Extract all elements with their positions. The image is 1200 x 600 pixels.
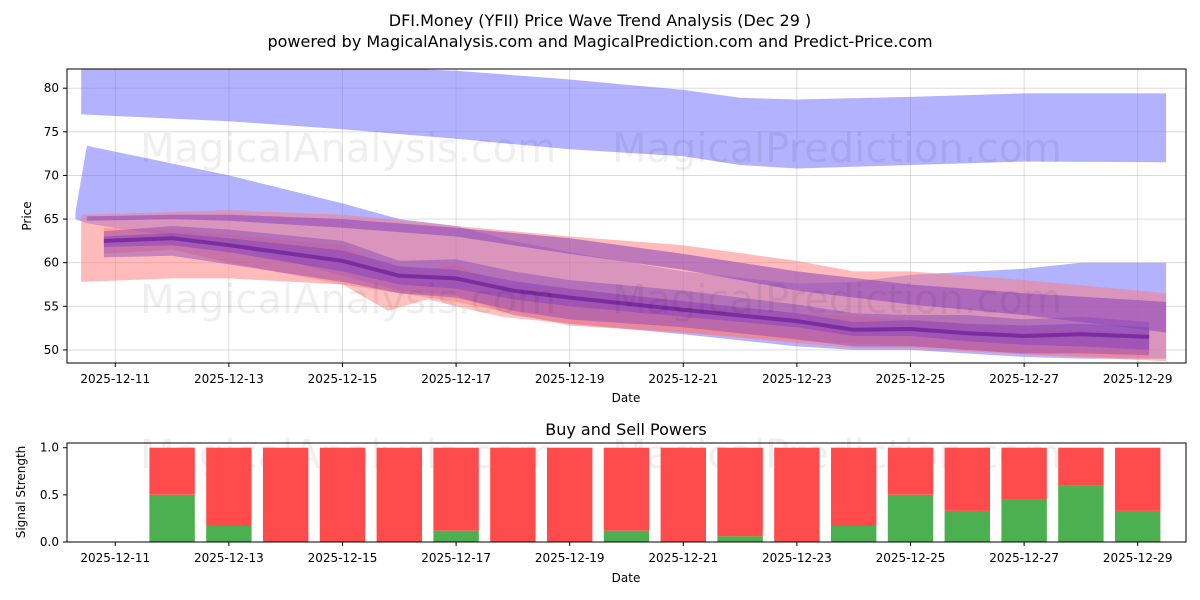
chart-title: DFI.Money (YFII) Price Wave Trend Analys… bbox=[389, 11, 811, 30]
buy-sell-xtick-label-2: 2025-12-15 bbox=[308, 551, 378, 565]
buy-bar-0 bbox=[149, 494, 195, 542]
price-median-line bbox=[103, 236, 1150, 339]
sell-bar-7 bbox=[547, 447, 593, 542]
buy-sell-xtick-label-6: 2025-12-23 bbox=[762, 551, 832, 565]
watermark-prediction-top: MagicalPrediction.com bbox=[612, 126, 1062, 172]
buy-bar-8 bbox=[603, 530, 650, 542]
buy-bar-12 bbox=[831, 526, 877, 542]
sell-bar-1 bbox=[206, 447, 252, 526]
price-plot-frame bbox=[66, 68, 1187, 364]
sell-bar-2 bbox=[263, 447, 309, 542]
price-band-blue-0 bbox=[81, 69, 1167, 169]
watermark-analysis-top: MagicalAnalysis.com bbox=[140, 126, 556, 172]
price-y-label: Price bbox=[20, 201, 34, 230]
sell-bar-6 bbox=[490, 447, 536, 542]
sell-bar-13 bbox=[887, 447, 934, 495]
buy-sell-xtick-label-7: 2025-12-25 bbox=[876, 551, 946, 565]
price-ytick-label-2: 60 bbox=[44, 256, 59, 270]
sell-bar-14 bbox=[944, 447, 990, 511]
price-wave-plot: MagicalAnalysis.com MagicalPrediction.co… bbox=[20, 68, 1187, 405]
buy-sell-ytick-label-1: 0.5 bbox=[40, 488, 59, 502]
price-xtick-label-7: 2025-12-25 bbox=[876, 372, 946, 386]
buy-bar-16 bbox=[1058, 485, 1104, 542]
watermark-prediction-mid: MagicalPrediction.com bbox=[612, 277, 1062, 323]
buy-sell-ytick-label-0: 0.0 bbox=[40, 535, 59, 549]
buy-sell-xtick-label-1: 2025-12-13 bbox=[194, 551, 264, 565]
sell-bar-15 bbox=[1001, 447, 1047, 500]
buy-sell-xtick-label-9: 2025-12-29 bbox=[1103, 551, 1173, 565]
price-xtick-label-3: 2025-12-17 bbox=[421, 372, 491, 386]
price-band-purple-6 bbox=[103, 233, 1150, 350]
sell-bar-9 bbox=[660, 447, 706, 542]
price-xtick-label-1: 2025-12-13 bbox=[194, 372, 264, 386]
price-xtick-label-5: 2025-12-21 bbox=[648, 372, 718, 386]
sell-bar-3 bbox=[319, 447, 366, 542]
buy-bar-15 bbox=[1001, 499, 1047, 542]
buy-sell-xtick-label-4: 2025-12-19 bbox=[535, 551, 605, 565]
price-x-label: Date bbox=[612, 391, 641, 405]
buy-sell-x-label: Date bbox=[612, 571, 641, 585]
buy-bar-10 bbox=[717, 536, 763, 542]
buy-sell-xtick-label-5: 2025-12-21 bbox=[648, 551, 718, 565]
price-ytick-label-4: 70 bbox=[44, 168, 59, 182]
buy-bar-13 bbox=[887, 494, 934, 542]
price-xtick-label-8: 2025-12-27 bbox=[989, 372, 1059, 386]
chart-subtitle: powered by MagicalAnalysis.com and Magic… bbox=[267, 32, 932, 51]
price-xtick-label-6: 2025-12-23 bbox=[762, 372, 832, 386]
buy-sell-xtick-label-0: 2025-12-11 bbox=[80, 551, 150, 565]
price-xtick-label-2: 2025-12-15 bbox=[308, 372, 378, 386]
sell-bar-0 bbox=[149, 447, 195, 495]
price-x-axis: 2025-12-11 2025-12-13 2025-12-15 2025-12-17… bbox=[80, 363, 1173, 386]
sell-bar-11 bbox=[774, 447, 820, 542]
buy-sell-ytick-label-2: 1.0 bbox=[40, 441, 59, 455]
sell-bar-16 bbox=[1058, 447, 1104, 486]
price-ytick-label-6: 80 bbox=[44, 81, 59, 95]
buy-sell-title: Buy and Sell Powers bbox=[545, 420, 707, 439]
price-ytick-label-1: 55 bbox=[44, 299, 59, 313]
sell-bar-8 bbox=[603, 447, 650, 531]
buy-sell-xtick-label-3: 2025-12-17 bbox=[421, 551, 491, 565]
sell-bar-12 bbox=[831, 447, 877, 526]
buy-bar-1 bbox=[206, 526, 252, 542]
buy-bar-17 bbox=[1115, 510, 1161, 542]
price-xtick-label-0: 2025-12-11 bbox=[80, 372, 150, 386]
price-y-axis: 50 55 60 65 70 75 80 bbox=[44, 81, 67, 357]
buy-sell-plot: Buy and Sell Powers MagicalAnalysis.com … bbox=[14, 420, 1187, 585]
buy-sell-bars bbox=[149, 447, 1161, 542]
price-ytick-label-3: 65 bbox=[44, 212, 59, 226]
price-bands bbox=[75, 69, 1167, 362]
buy-sell-xtick-label-8: 2025-12-27 bbox=[989, 551, 1059, 565]
buy-bar-14 bbox=[944, 510, 990, 542]
buy-sell-y-label: Signal Strength bbox=[14, 446, 28, 539]
buy-bar-5 bbox=[433, 530, 479, 542]
price-ytick-label-0: 50 bbox=[44, 343, 59, 357]
price-ytick-label-5: 75 bbox=[44, 125, 59, 139]
sell-bar-4 bbox=[376, 447, 422, 542]
price-xtick-label-9: 2025-12-29 bbox=[1103, 372, 1173, 386]
watermark-analysis-mid: MagicalAnalysis.com bbox=[140, 277, 556, 323]
price-xtick-label-4: 2025-12-19 bbox=[535, 372, 605, 386]
sell-bar-5 bbox=[433, 447, 479, 531]
buy-sell-plot-frame bbox=[66, 442, 1187, 543]
sell-bar-17 bbox=[1115, 447, 1161, 511]
buy-sell-x-axis: 2025-12-11 2025-12-13 2025-12-15 2025-12-17… bbox=[80, 542, 1173, 565]
buy-sell-y-axis: 0.0 0.5 1.0 bbox=[40, 441, 67, 549]
sell-bar-10 bbox=[717, 447, 763, 537]
